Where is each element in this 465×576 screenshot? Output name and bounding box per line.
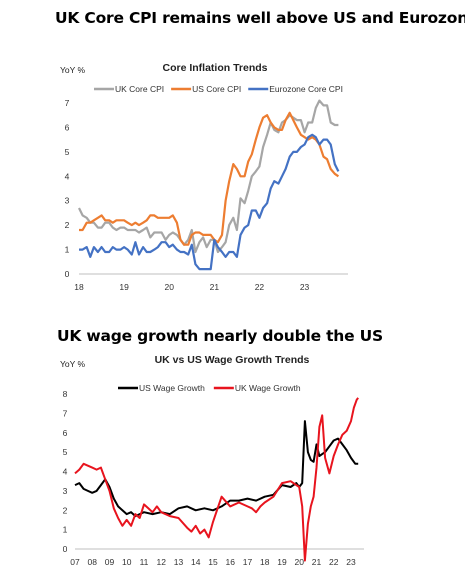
y-tick-label: 0 (65, 269, 70, 279)
series-line-us-wage-growth (74, 420, 359, 518)
legend-label: Eurozone Core CPI (269, 84, 343, 94)
y-tick-label: 1 (65, 245, 70, 255)
x-tick-label: 11 (140, 557, 149, 567)
y-tick-label: 5 (65, 147, 70, 157)
x-tick-label: 16 (226, 557, 236, 567)
x-tick-label: 19 (277, 557, 287, 567)
x-tick-label: 09 (105, 557, 115, 567)
y-tick-label: 7 (63, 408, 68, 418)
y-tick-label: 4 (63, 467, 68, 477)
series-line-uk-core-cpi (78, 99, 339, 254)
y-tick-label: 3 (63, 486, 68, 496)
x-tick-label: 07 (70, 557, 80, 567)
x-tick-label: 10 (122, 557, 132, 567)
x-tick-label: 08 (88, 557, 98, 567)
x-tick-label: 22 (255, 282, 265, 292)
x-tick-label: 23 (346, 557, 356, 567)
y-axis-label: YoY % (60, 65, 85, 75)
x-tick-label: 21 (312, 557, 322, 567)
y-tick-label: 1 (63, 525, 68, 535)
y-tick-label: 2 (63, 505, 68, 515)
chart-title: UK vs US Wage Growth Trends (155, 354, 310, 366)
x-tick-label: 14 (191, 557, 201, 567)
series-line-us-core-cpi (79, 111, 340, 246)
y-tick-label: 7 (65, 98, 70, 108)
legend-label: UK Core CPI (115, 84, 164, 94)
x-tick-label: 15 (208, 557, 218, 567)
legend-label: US Wage Growth (139, 383, 205, 393)
y-axis-label: YoY % (60, 359, 85, 369)
y-tick-label: 0 (63, 544, 68, 554)
x-tick-label: 12 (157, 557, 167, 567)
y-tick-label: 6 (63, 428, 68, 438)
x-tick-label: 13 (174, 557, 184, 567)
x-tick-label: 23 (300, 282, 310, 292)
x-tick-label: 21 (210, 282, 220, 292)
chart-title: Core Inflation Trends (162, 62, 267, 74)
y-tick-label: 3 (65, 196, 70, 206)
x-tick-label: 20 (164, 282, 174, 292)
y-tick-label: 5 (63, 447, 68, 457)
headline-core-cpi: UK Core CPI remains well above US and Eu… (55, 9, 465, 27)
x-tick-label: 20 (295, 557, 305, 567)
legend-label: US Core CPI (192, 84, 241, 94)
x-tick-label: 18 (260, 557, 270, 567)
x-tick-label: 22 (329, 557, 339, 567)
y-tick-label: 8 (63, 389, 68, 399)
legend-label: UK Wage Growth (235, 383, 301, 393)
y-tick-label: 4 (65, 171, 70, 181)
x-tick-label: 19 (119, 282, 129, 292)
series-line-eurozone-core-cpi (79, 133, 340, 271)
headline-wage-growth: UK wage growth nearly double the US (57, 327, 383, 345)
y-tick-label: 2 (65, 220, 70, 230)
x-tick-label: 18 (74, 282, 84, 292)
series-line-uk-wage-growth (74, 397, 359, 562)
y-tick-label: 6 (65, 122, 70, 132)
x-tick-label: 17 (243, 557, 253, 567)
